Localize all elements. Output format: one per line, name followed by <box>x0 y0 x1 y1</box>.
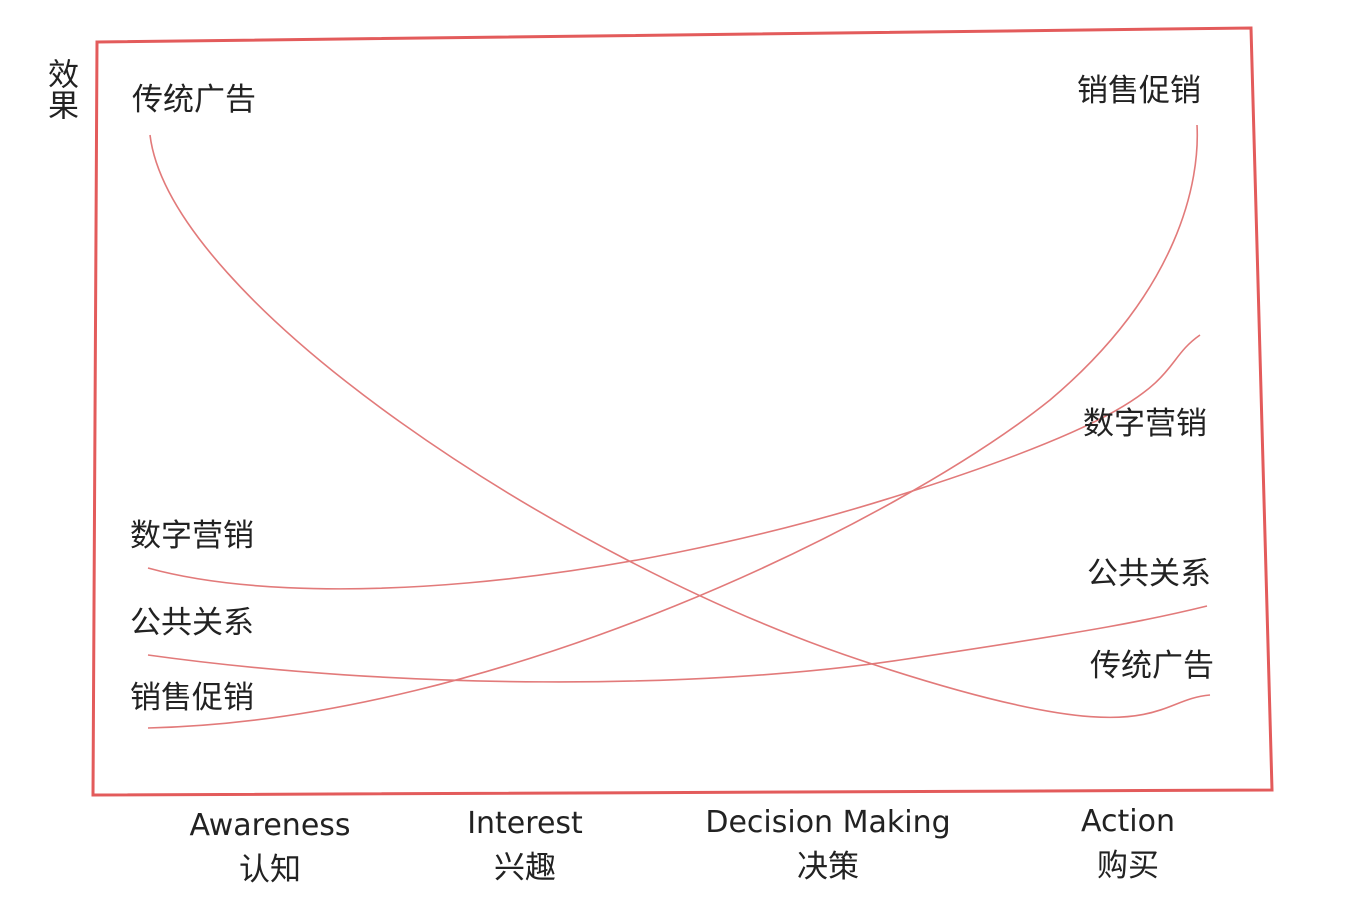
stage-en: Action <box>1081 804 1175 839</box>
curve-right-label: 数字营销 <box>1083 406 1207 442</box>
y-label: 效果 <box>42 58 78 120</box>
curve-traditional-ads <box>149 134 1211 719</box>
stage-en: Interest <box>467 806 583 841</box>
curve-sales-promotion <box>147 124 1199 729</box>
stage-zh: 决策 <box>797 849 859 885</box>
stage-zh: 认知 <box>239 852 301 888</box>
curve-digital-marketing <box>147 334 1201 590</box>
curve-left-label: 传统广告 <box>132 82 256 118</box>
stage-zh: 购买 <box>1097 848 1159 884</box>
curve-left-label: 销售促销 <box>130 680 254 716</box>
stage-en: Decision Making <box>705 805 950 840</box>
stage-en: Awareness <box>189 808 350 843</box>
curve-right-label: 公共关系 <box>1087 556 1211 592</box>
curve-right-label: 传统广告 <box>1090 648 1214 684</box>
stage-zh: 兴趣 <box>494 850 556 886</box>
curve-public-relations <box>147 605 1208 683</box>
curve-left-label: 公共关系 <box>130 605 254 641</box>
curve-right-label: 销售促销 <box>1077 73 1201 109</box>
frame <box>91 26 1274 797</box>
curve-left-label: 数字营销 <box>130 518 254 554</box>
